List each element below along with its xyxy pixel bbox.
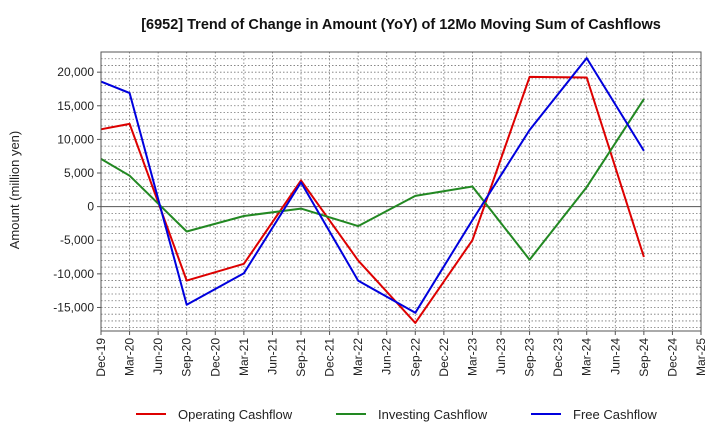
x-tick-label: Mar-25 bbox=[694, 338, 708, 376]
y-tick-label: -15,000 bbox=[53, 300, 94, 314]
x-tick-label: Dec-21 bbox=[323, 338, 337, 377]
x-tick-label: Mar-24 bbox=[580, 338, 594, 376]
plot-frame bbox=[100, 51, 702, 332]
x-tick-label: Mar-21 bbox=[237, 338, 251, 376]
x-tick-label: Dec-22 bbox=[437, 338, 451, 377]
x-tick-label: Jun-20 bbox=[151, 338, 165, 375]
chart-title: [6952] Trend of Change in Amount (YoY) o… bbox=[141, 17, 661, 33]
y-tick-label: 10,000 bbox=[57, 132, 94, 146]
y-tick-label: 5,000 bbox=[64, 166, 94, 180]
x-tick-label: Jun-21 bbox=[265, 338, 279, 375]
axes bbox=[100, 51, 702, 332]
x-tick-label: Dec-23 bbox=[551, 338, 565, 377]
x-tick-label: Dec-19 bbox=[94, 338, 108, 377]
x-tick-label: Sep-23 bbox=[523, 338, 537, 377]
legend: Operating Cashflow Investing Cashflow Free… bbox=[136, 407, 657, 422]
grid-lines bbox=[100, 51, 702, 331]
plot-area bbox=[101, 52, 701, 331]
x-tick-label: Sep-21 bbox=[294, 338, 308, 377]
x-tick-label: Jun-23 bbox=[494, 338, 508, 375]
x-tick-label: Mar-20 bbox=[123, 338, 137, 376]
y-tick-label: -10,000 bbox=[53, 267, 94, 281]
legend-label-operating-cashflow: Operating Cashflow bbox=[178, 407, 293, 422]
y-tick-labels: -15,000 -10,000 -5,000 0 5,000 10,000 15,000 20… bbox=[53, 65, 101, 314]
y-tick-label: -5,000 bbox=[60, 233, 94, 247]
y-tick-label: 0 bbox=[87, 200, 94, 214]
x-tick-labels: Dec-19 Mar-20 Jun-20 Sep-20 Dec-20 Mar-21 Jun-… bbox=[94, 331, 708, 377]
series-lines bbox=[100, 57, 645, 324]
x-tick-label: Mar-22 bbox=[351, 338, 365, 376]
legend-label-free-cashflow: Free Cashflow bbox=[573, 407, 657, 422]
x-tick-label: Mar-23 bbox=[465, 338, 479, 376]
x-tick-label: Sep-22 bbox=[408, 338, 422, 377]
x-tick-label: Sep-24 bbox=[637, 338, 651, 377]
legend-label-investing-cashflow: Investing Cashflow bbox=[378, 407, 488, 422]
x-tick-label: Dec-24 bbox=[665, 338, 679, 377]
plot-background bbox=[101, 52, 701, 331]
x-tick-label: Dec-20 bbox=[208, 338, 222, 377]
y-tick-label: 20,000 bbox=[57, 65, 94, 79]
y-tick-label: 15,000 bbox=[57, 99, 94, 113]
x-tick-label: Jun-22 bbox=[380, 338, 394, 375]
x-tick-label: Jun-24 bbox=[608, 338, 622, 375]
x-tick-label: Sep-20 bbox=[180, 338, 194, 377]
y-axis-label: Amount (million yen) bbox=[7, 131, 22, 250]
